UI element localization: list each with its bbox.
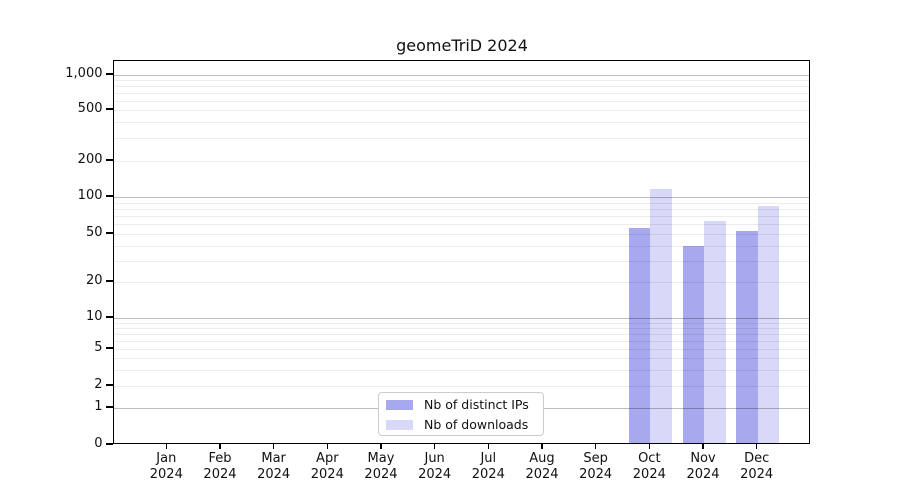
grid-line-minor: [113, 161, 809, 162]
x-tick-mark: [219, 444, 221, 449]
grid-line-major: [113, 75, 809, 76]
y-tick-label: 200: [77, 152, 103, 167]
bar-downloads: [704, 221, 726, 443]
y-tick-mark: [105, 406, 113, 408]
x-tick-mark: [755, 444, 758, 449]
grid-line-minor: [113, 138, 809, 140]
y-tick-label: 0: [94, 436, 103, 451]
x-tick-label: Dec 2024: [740, 451, 774, 482]
grid-line-minor: [113, 386, 809, 387]
legend-row: Nb of downloads: [379, 415, 543, 435]
bar-distinct-ips: [628, 227, 651, 443]
y-tick-label: 10: [85, 309, 103, 324]
y-tick-mark: [105, 384, 113, 386]
legend-swatch-downloads: [386, 420, 413, 430]
grid-line-minor: [113, 333, 809, 335]
grid-line-minor: [113, 80, 809, 82]
x-tick-label: Jan 2024: [149, 451, 183, 482]
grid-line-minor: [113, 327, 809, 329]
x-tick-label: Nov 2024: [686, 451, 720, 482]
grid-line-minor: [113, 234, 809, 235]
grid-line-minor: [113, 260, 809, 262]
y-tick-label: 100: [77, 188, 103, 203]
grid-line-minor: [113, 100, 809, 102]
grid-line-minor: [113, 86, 809, 88]
chart-title: geomeTriD 2024: [396, 36, 528, 55]
x-tick-mark: [541, 444, 543, 449]
y-tick-mark: [105, 232, 113, 234]
x-tick-mark: [326, 444, 328, 449]
grid-line-minor: [113, 340, 809, 342]
grid-line-minor: [113, 322, 809, 324]
grid-line-minor: [113, 369, 809, 371]
bar-distinct-ips: [682, 246, 704, 443]
legend-swatch-distinct-ips: [386, 400, 413, 410]
x-tick-mark: [648, 444, 651, 449]
bar-downloads: [650, 189, 672, 443]
plot-area: [112, 59, 810, 444]
y-tick-mark: [105, 195, 113, 197]
bar-distinct-ips: [736, 230, 758, 443]
y-tick-mark: [105, 347, 113, 349]
grid-line-minor: [113, 208, 809, 210]
grid-line-minor: [113, 245, 809, 247]
y-tick-mark: [105, 280, 113, 282]
bars-layer: [114, 61, 810, 443]
grid-line-minor: [113, 358, 809, 359]
grid-line-minor: [113, 216, 809, 218]
x-tick-mark: [272, 444, 275, 449]
grid-line-minor: [113, 122, 809, 124]
x-tick-label: Oct 2024: [632, 451, 666, 482]
y-tick-label: 5: [94, 340, 103, 355]
x-tick-mark: [594, 444, 597, 449]
y-tick-mark: [105, 108, 113, 110]
y-tick-label: 20: [85, 273, 103, 288]
x-tick-mark: [165, 444, 167, 449]
y-tick-label: 2: [94, 377, 103, 392]
y-tick-label: 50: [85, 225, 103, 240]
legend-row: Nb of distinct IPs: [379, 395, 543, 415]
legend: Nb of distinct IPs Nb of downloads: [378, 392, 544, 436]
legend-label: Nb of distinct IPs: [424, 397, 529, 412]
grid-line-minor: [113, 110, 809, 111]
y-tick-mark: [105, 159, 113, 161]
y-tick-label: 500: [77, 101, 103, 116]
legend-label: Nb of downloads: [424, 417, 529, 432]
grid-line-minor: [113, 224, 809, 226]
grid-line-minor: [113, 349, 809, 350]
x-tick-mark: [702, 444, 704, 449]
x-tick-mark: [433, 444, 436, 449]
y-tick-mark: [105, 316, 113, 318]
x-tick-label: Apr 2024: [310, 451, 344, 482]
x-tick-mark: [380, 444, 382, 449]
y-tick-mark: [105, 73, 113, 75]
x-tick-label: Mar 2024: [257, 451, 291, 482]
bar-downloads: [757, 206, 780, 443]
grid-line-major: [113, 197, 809, 198]
y-tick-label: 1,000: [65, 66, 103, 81]
grid-layer: [113, 61, 809, 444]
x-tick-label: Aug 2024: [525, 451, 559, 482]
x-tick-label: Jul 2024: [471, 451, 505, 482]
x-tick-label: Sep 2024: [579, 451, 613, 482]
x-tick-mark: [487, 444, 489, 449]
grid-line-major: [113, 318, 809, 319]
grid-line-minor: [113, 282, 809, 283]
y-tick-mark: [105, 443, 113, 445]
x-tick-label: Feb 2024: [203, 451, 237, 482]
y-tick-label: 1: [94, 399, 103, 414]
x-tick-label: May 2024: [364, 451, 398, 482]
grid-line-minor: [113, 93, 809, 94]
grid-line-minor: [113, 202, 809, 204]
x-tick-label: Jun 2024: [418, 451, 452, 482]
